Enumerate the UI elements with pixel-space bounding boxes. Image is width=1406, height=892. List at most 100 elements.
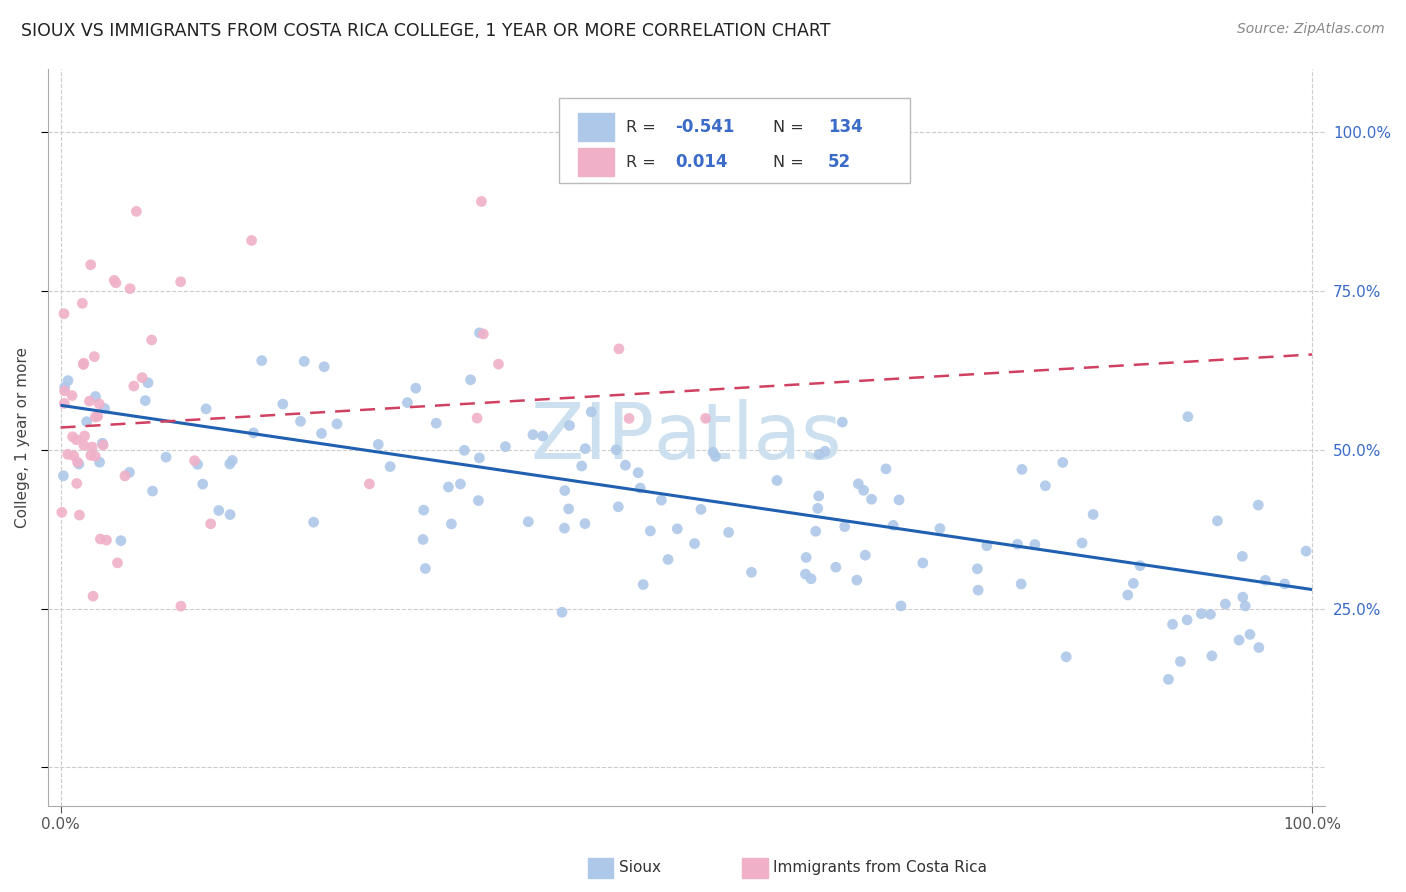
Point xyxy=(1081,508,1104,522)
Point xyxy=(359,476,381,491)
Point xyxy=(834,519,856,533)
Point xyxy=(136,376,159,390)
Point xyxy=(574,516,596,531)
Point xyxy=(89,397,111,411)
Bar xyxy=(578,148,613,176)
Point xyxy=(208,503,231,517)
Point xyxy=(79,394,101,409)
Point xyxy=(966,562,988,576)
Point xyxy=(794,567,817,582)
Point xyxy=(465,411,488,425)
Point xyxy=(449,477,471,491)
Point xyxy=(814,444,837,458)
Point xyxy=(690,502,713,516)
Point xyxy=(219,508,242,522)
Point xyxy=(65,433,87,447)
Point xyxy=(1175,613,1198,627)
Point xyxy=(890,599,912,613)
Point xyxy=(1295,544,1317,558)
Point xyxy=(53,307,76,321)
Point xyxy=(89,455,111,469)
Point xyxy=(125,204,148,219)
Point xyxy=(1054,649,1077,664)
Point xyxy=(808,447,831,461)
Point xyxy=(551,605,574,619)
Point xyxy=(470,194,492,209)
Point xyxy=(170,599,193,614)
Point xyxy=(1122,576,1144,591)
Point xyxy=(1007,537,1029,551)
Point xyxy=(553,521,575,535)
Point xyxy=(141,484,163,499)
Point xyxy=(704,450,727,464)
Point xyxy=(412,503,434,517)
Point xyxy=(845,573,868,587)
Point xyxy=(396,395,419,409)
Point xyxy=(56,447,79,461)
Point xyxy=(853,548,876,562)
Y-axis label: College, 1 year or more: College, 1 year or more xyxy=(15,347,30,527)
Point xyxy=(800,572,823,586)
Point xyxy=(846,476,869,491)
Point xyxy=(53,384,76,398)
Point xyxy=(1232,549,1254,564)
Point xyxy=(1011,462,1033,476)
Point xyxy=(104,276,127,290)
Point xyxy=(367,437,389,451)
Point xyxy=(494,440,516,454)
Point xyxy=(683,536,706,550)
Text: Immigrants from Costa Rica: Immigrants from Costa Rica xyxy=(773,860,987,874)
Point xyxy=(1227,633,1250,648)
Point xyxy=(1234,599,1257,613)
Point xyxy=(882,518,904,533)
Point xyxy=(195,401,218,416)
Point xyxy=(52,468,75,483)
Point xyxy=(200,516,222,531)
Point xyxy=(571,458,593,473)
Point xyxy=(311,426,333,441)
Point xyxy=(218,457,240,471)
Point xyxy=(221,453,243,467)
Point xyxy=(1189,607,1212,621)
Point xyxy=(73,356,96,370)
Point xyxy=(1274,577,1296,591)
Point xyxy=(628,481,651,495)
Point xyxy=(1071,536,1094,550)
Point xyxy=(929,522,952,536)
Point xyxy=(1215,597,1237,611)
Text: Source: ZipAtlas.com: Source: ZipAtlas.com xyxy=(1237,22,1385,37)
Point xyxy=(326,417,349,431)
Point xyxy=(1170,655,1192,669)
Point xyxy=(250,353,273,368)
Point xyxy=(84,449,107,463)
Point xyxy=(415,561,437,575)
Point xyxy=(91,438,114,452)
Point xyxy=(60,388,83,402)
Point xyxy=(187,458,209,472)
Point xyxy=(468,326,491,340)
Point xyxy=(67,457,90,471)
Text: N =: N = xyxy=(773,154,804,169)
Point xyxy=(56,374,79,388)
Point xyxy=(191,477,214,491)
Point xyxy=(640,524,662,538)
Point xyxy=(120,282,142,296)
Point xyxy=(1052,455,1074,469)
Text: ZIP​atlas: ZIP​atlas xyxy=(531,399,842,475)
Point xyxy=(66,476,89,491)
Point xyxy=(82,440,104,454)
Point xyxy=(717,525,740,540)
Point xyxy=(141,333,163,347)
Text: -0.541: -0.541 xyxy=(675,119,734,136)
Point xyxy=(807,489,830,503)
Point xyxy=(1239,627,1261,641)
Point xyxy=(84,409,107,424)
Point xyxy=(1199,607,1222,622)
Point xyxy=(378,459,401,474)
Point xyxy=(887,492,910,507)
Point xyxy=(93,401,115,416)
Text: R =: R = xyxy=(626,120,657,135)
Point xyxy=(89,532,111,546)
Text: N =: N = xyxy=(773,120,804,135)
Point xyxy=(290,414,312,428)
